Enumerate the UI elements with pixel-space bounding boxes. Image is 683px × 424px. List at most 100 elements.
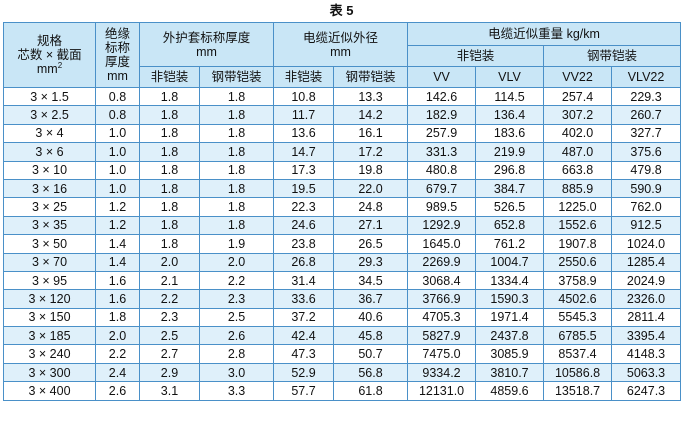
cell-weight-vv22: 307.2: [543, 105, 613, 125]
cell-weight-vlv22: 1024.0: [611, 234, 682, 254]
cell-spec: 3 × 10: [3, 160, 96, 180]
cell-sheath-armored: 1.8: [198, 215, 275, 236]
cell-diameter-unarmored: 23.8: [273, 234, 335, 254]
cell-diameter-unarmored: 42.4: [273, 326, 335, 346]
cell-sheath-unarmored: 2.5: [139, 326, 200, 346]
cell-spec: 3 × 16: [3, 178, 96, 199]
cell-spec: 3 × 400: [3, 381, 96, 401]
cell-weight-vv: 9334.2: [407, 362, 477, 383]
cell-sheath-unarmored: 1.8: [139, 197, 200, 217]
cell-weight-vlv: 183.6: [475, 123, 545, 144]
table-row: 3 × 70 1.4 2.0 2.0 26.8 29.3 2269.9 1004.7 2550.…: [3, 252, 682, 272]
cell-insulation: 1.6: [95, 270, 140, 291]
header-spec-line1: 规格: [36, 34, 62, 48]
cell-weight-vlv: 1334.4: [475, 270, 545, 291]
cell-diameter-armored: 45.8: [333, 326, 409, 346]
cell-sheath-unarmored: 2.1: [139, 270, 200, 291]
cell-sheath-armored: 1.8: [198, 105, 275, 125]
cell-diameter-unarmored: 19.5: [273, 178, 335, 199]
cell-sheath-unarmored: 1.8: [139, 160, 200, 180]
cell-spec: 3 × 300: [3, 362, 96, 383]
cell-diameter-armored: 27.1: [333, 215, 409, 236]
cell-insulation: 1.0: [95, 142, 140, 162]
cell-weight-vv: 3068.4: [407, 270, 477, 291]
cell-diameter-armored: 16.1: [333, 123, 409, 144]
header-diameter-title: 电缆近似外径: [303, 30, 379, 45]
header-insulation-line2: 标称: [104, 41, 130, 55]
cell-weight-vlv: 114.5: [475, 86, 545, 107]
cell-weight-vv22: 1552.6: [543, 215, 613, 236]
table-row: 3 × 16 1.0 1.8 1.8 19.5 22.0 679.7 384.7 885.9 59…: [3, 178, 682, 199]
cell-weight-vv: 480.8: [407, 160, 477, 180]
cell-sheath-unarmored: 2.7: [139, 344, 200, 364]
header-weight: 电缆近似重量 kg/km: [407, 22, 682, 46]
table-row: 3 × 120 1.6 2.2 2.3 33.6 36.7 3766.9 1590.3 4502…: [3, 289, 682, 309]
cell-insulation: 2.2: [95, 344, 140, 364]
table-row: 3 × 400 2.6 3.1 3.3 57.7 61.8 12131.0 4859.6 135…: [3, 381, 682, 401]
cell-weight-vlv22: 590.9: [611, 178, 682, 199]
cell-diameter-unarmored: 52.9: [273, 362, 335, 383]
header-vlv22: VLV22: [611, 66, 682, 88]
cell-sheath-unarmored: 1.8: [139, 105, 200, 125]
header-spec-unit: mm2: [36, 60, 63, 76]
cell-diameter-armored: 13.3: [333, 86, 409, 107]
cable-spec-table: 规格 芯数 × 截面 mm2 绝缘 标称 厚度 mm 外护套标称厚度 mm 电缆…: [3, 22, 682, 401]
cell-sheath-armored: 2.8: [198, 344, 275, 364]
cell-weight-vv22: 2550.6: [543, 252, 613, 272]
cell-diameter-unarmored: 24.6: [273, 215, 335, 236]
cell-weight-vv: 182.9: [407, 105, 477, 125]
cell-sheath-armored: 1.8: [198, 160, 275, 180]
cell-diameter-armored: 22.0: [333, 178, 409, 199]
cell-sheath-armored: 3.0: [198, 362, 275, 383]
cell-diameter-armored: 24.8: [333, 197, 409, 217]
cell-spec: 3 × 70: [3, 252, 96, 272]
cell-sheath-armored: 2.6: [198, 326, 275, 346]
cell-weight-vlv: 219.9: [475, 142, 545, 162]
cell-sheath-armored: 1.8: [198, 123, 275, 144]
cell-weight-vlv: 2437.8: [475, 326, 545, 346]
cell-spec: 3 × 35: [3, 215, 96, 236]
cell-weight-vlv22: 479.8: [611, 160, 682, 180]
cell-diameter-armored: 29.3: [333, 252, 409, 272]
cell-sheath-unarmored: 1.8: [139, 178, 200, 199]
cell-weight-vv: 1645.0: [407, 234, 477, 254]
header-insulation-line1: 绝缘: [104, 27, 130, 41]
cell-weight-vv: 7475.0: [407, 344, 477, 364]
cell-weight-vv22: 4502.6: [543, 289, 613, 309]
table-row: 3 × 50 1.4 1.8 1.9 23.8 26.5 1645.0 761.2 1907.8…: [3, 234, 682, 254]
cell-diameter-armored: 40.6: [333, 307, 409, 328]
cell-sheath-armored: 3.3: [198, 381, 275, 401]
cell-diameter-armored: 56.8: [333, 362, 409, 383]
cell-weight-vv: 989.5: [407, 197, 477, 217]
cell-weight-vlv: 526.5: [475, 197, 545, 217]
cell-diameter-unarmored: 11.7: [273, 105, 335, 125]
header-spec-line2: 芯数 × 截面: [17, 48, 82, 62]
cell-sheath-unarmored: 2.0: [139, 252, 200, 272]
cell-weight-vv: 3766.9: [407, 289, 477, 309]
cell-sheath-armored: 1.8: [198, 142, 275, 162]
table-row: 3 × 35 1.2 1.8 1.8 24.6 27.1 1292.9 652.8 1552.6…: [3, 215, 682, 236]
cell-diameter-armored: 19.8: [333, 160, 409, 180]
cell-weight-vv22: 6785.5: [543, 326, 613, 346]
cell-weight-vlv: 296.8: [475, 160, 545, 180]
cell-weight-vv22: 3758.9: [543, 270, 613, 291]
header-spec-sup: 2: [57, 60, 63, 70]
cell-diameter-unarmored: 17.3: [273, 160, 335, 180]
header-sheath-armored: 钢带铠装: [198, 66, 275, 88]
cell-weight-vv22: 8537.4: [543, 344, 613, 364]
cell-insulation: 0.8: [95, 105, 140, 125]
cell-weight-vv: 4705.3: [407, 307, 477, 328]
cell-insulation: 1.2: [95, 197, 140, 217]
cell-weight-vlv22: 912.5: [611, 215, 682, 236]
cell-weight-vv22: 487.0: [543, 142, 613, 162]
table-body: 3 × 1.5 0.8 1.8 1.8 10.8 13.3 142.6 114.5 257.4 2…: [3, 86, 682, 401]
cell-sheath-unarmored: 2.3: [139, 307, 200, 328]
cell-weight-vlv22: 4148.3: [611, 344, 682, 364]
table-row: 3 × 6 1.0 1.8 1.8 14.7 17.2 331.3 219.9 487.0 375…: [3, 142, 682, 162]
cell-weight-vlv22: 1285.4: [611, 252, 682, 272]
cell-sheath-armored: 1.8: [198, 86, 275, 107]
header-diameter-armored: 钢带铠装: [333, 66, 409, 88]
cell-diameter-unarmored: 26.8: [273, 252, 335, 272]
cell-insulation: 1.0: [95, 123, 140, 144]
cell-weight-vv22: 10586.8: [543, 362, 613, 383]
